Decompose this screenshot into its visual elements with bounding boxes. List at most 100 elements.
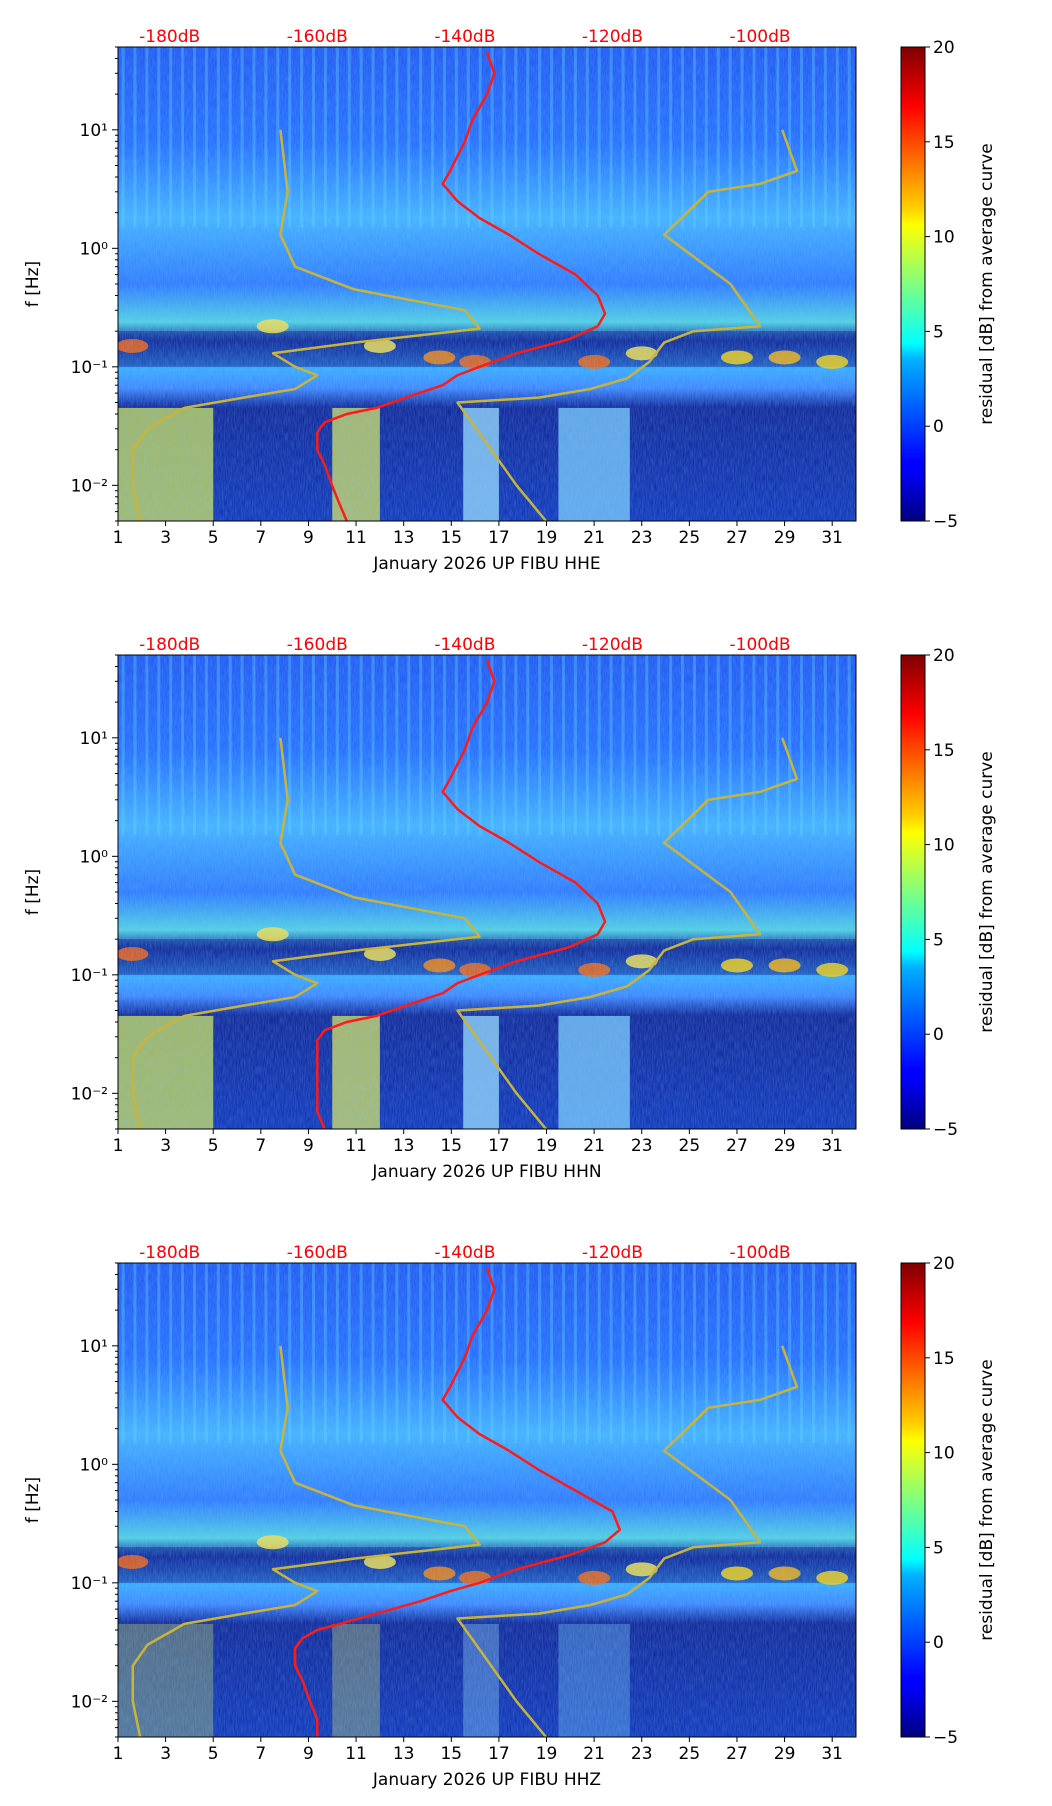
x-tick-label: 13 (393, 1744, 415, 1764)
y-tick-label: 10⁰ (80, 239, 109, 259)
mean-psd-curve (293, 1267, 622, 1737)
colorbar-tick-label: 5 (933, 322, 944, 342)
spectrogram-image (118, 1263, 856, 1737)
x-tick-label: 21 (583, 1136, 605, 1156)
y-tick-label: 10⁻² (71, 1692, 108, 1712)
y-tick-label: 10⁻¹ (71, 1574, 108, 1594)
top-db-label: -140dB (434, 1243, 495, 1263)
x-tick-label: 7 (255, 1744, 266, 1764)
colorbar-tick-label: −5 (933, 512, 958, 532)
y-tick-label: 10¹ (80, 1337, 108, 1357)
noise-model-curve (456, 737, 799, 1129)
x-tick-label: 27 (726, 528, 748, 548)
y-tick-label: 10⁻² (71, 476, 108, 496)
colorbar-tick-label: 20 (933, 38, 955, 58)
colorbar-tick-label: 10 (933, 228, 955, 248)
y-axis-label: f [Hz] (23, 1477, 43, 1523)
y-tick-label: 10¹ (80, 121, 108, 141)
x-tick-label: 31 (821, 528, 843, 548)
y-tick-label: 10⁻² (71, 1084, 108, 1104)
spectrogram-panel-3: 1 3 5 7 9 11 13 15 17 19 21 23 25 27 29 3110⁻²10⁻¹10⁰10… (23, 1243, 857, 1790)
panels-group: 1 3 5 7 9 11 13 15 17 19 21 23 25 27 29 3110⁻²10⁻¹10⁰10… (23, 27, 857, 1790)
colorbar-tick-label: 10 (933, 836, 955, 856)
x-tick-label: 3 (160, 1136, 171, 1156)
x-tick-label: 11 (345, 1136, 367, 1156)
x-tick-label: 15 (440, 1744, 462, 1764)
x-tick-label: 25 (679, 1136, 701, 1156)
x-tick-label: 19 (536, 528, 558, 548)
y-tick-label: 10⁻¹ (71, 966, 108, 986)
colorbar-scale (900, 654, 926, 1130)
x-tick-label: 17 (488, 1136, 510, 1156)
colorbar-tick-label: 20 (933, 1254, 955, 1274)
colorbar-tick-label: 5 (933, 930, 944, 950)
noise-model-curve (131, 737, 481, 1129)
colorbar-tick-label: 20 (933, 646, 955, 666)
x-tick-label: 31 (821, 1744, 843, 1764)
x-tick-label: 1 (113, 528, 124, 548)
x-tick-label: 1 (113, 1744, 124, 1764)
colorbar-2: 20 15 10 5 0 −5 residual [dB] from average cur… (900, 646, 997, 1140)
top-db-label: -160dB (287, 1243, 348, 1263)
mean-psd-curve (316, 51, 607, 521)
x-tick-label: 29 (774, 1136, 796, 1156)
noise-model-curve (131, 129, 481, 521)
spectrogram-image (118, 47, 856, 521)
top-db-label: -120dB (582, 635, 643, 655)
x-tick-label: 23 (631, 1136, 653, 1156)
x-tick-label: 7 (255, 1136, 266, 1156)
x-tick-label: 13 (393, 1136, 415, 1156)
spectrogram-panel-1: 1 3 5 7 9 11 13 15 17 19 21 23 25 27 29 3110⁻²10⁻¹10⁰10… (23, 27, 857, 574)
x-tick-label: 9 (303, 1744, 314, 1764)
top-db-label: -120dB (582, 1243, 643, 1263)
x-tick-label: 17 (488, 528, 510, 548)
y-tick-label: 10⁰ (80, 847, 109, 867)
colorbar-label: residual [dB] from average curve (977, 1359, 997, 1640)
top-db-label: -100dB (730, 27, 791, 47)
x-tick-label: 5 (208, 1136, 219, 1156)
x-axis-label: January 2026 UP FIBU HHZ (372, 1770, 601, 1790)
noise-model-curve (456, 129, 799, 521)
y-axis-label: f [Hz] (23, 261, 43, 307)
x-tick-label: 31 (821, 1136, 843, 1156)
x-tick-label: 11 (345, 1744, 367, 1764)
x-tick-label: 7 (255, 528, 266, 548)
x-tick-label: 5 (208, 1744, 219, 1764)
colorbar-3: 20 15 10 5 0 −5 residual [dB] from average cur… (900, 1254, 997, 1748)
colorbar-group: 20 15 10 5 0 −5 residual [dB] from average cur… (900, 38, 997, 1748)
colorbar-tick-label: 0 (933, 1025, 944, 1045)
colorbar-label: residual [dB] from average curve (977, 143, 997, 424)
x-tick-label: 11 (345, 528, 367, 548)
spectrogram-texture (118, 655, 856, 1129)
colorbar-tick-label: 15 (933, 741, 955, 761)
x-tick-label: 25 (679, 528, 701, 548)
colorbar-scale (900, 46, 926, 522)
spectrogram-image (118, 655, 856, 1129)
colorbar-tick-label: 10 (933, 1444, 955, 1464)
colorbar-tick-label: 0 (933, 1633, 944, 1653)
x-tick-label: 15 (440, 1136, 462, 1156)
x-tick-label: 27 (726, 1744, 748, 1764)
x-tick-label: 21 (583, 528, 605, 548)
colorbar-tick-label: 5 (933, 1538, 944, 1558)
top-db-label: -100dB (730, 1243, 791, 1263)
y-tick-label: 10¹ (80, 729, 108, 749)
y-tick-label: 10⁻¹ (71, 358, 108, 378)
spectrogram-texture (118, 47, 856, 521)
y-tick-label: 10⁰ (80, 1455, 109, 1475)
colorbar-tick-label: −5 (933, 1728, 958, 1748)
x-tick-label: 17 (488, 1744, 510, 1764)
mean-psd-curve (316, 659, 607, 1129)
top-db-label: -120dB (582, 27, 643, 47)
top-db-label: -180dB (139, 27, 200, 47)
colorbar-label: residual [dB] from average curve (977, 751, 997, 1032)
x-tick-label: 23 (631, 528, 653, 548)
y-axis-label: f [Hz] (23, 869, 43, 915)
top-db-label: -140dB (434, 635, 495, 655)
x-tick-label: 19 (536, 1744, 558, 1764)
colorbar-scale (900, 1262, 926, 1738)
x-tick-label: 25 (679, 1744, 701, 1764)
x-tick-label: 5 (208, 528, 219, 548)
top-db-label: -160dB (287, 635, 348, 655)
x-tick-label: 23 (631, 1744, 653, 1764)
